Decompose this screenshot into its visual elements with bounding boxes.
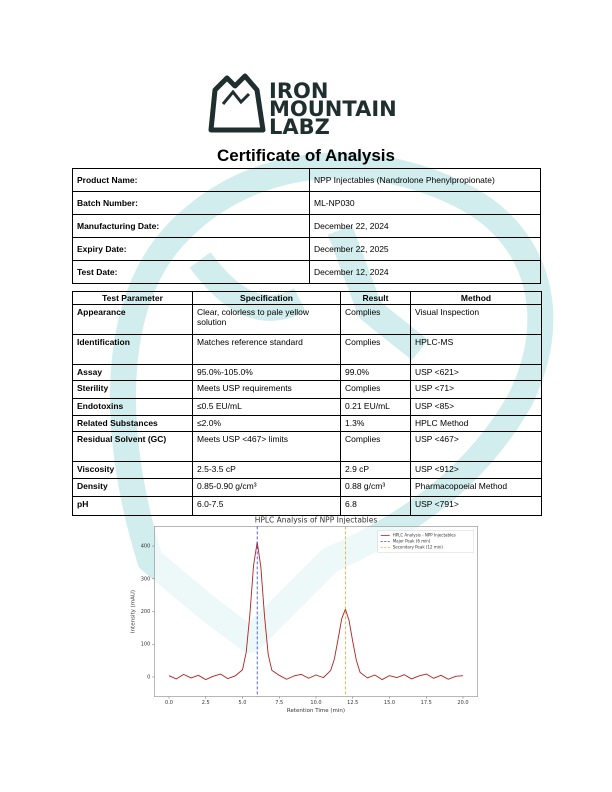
info-row: Expiry Date: December 22, 2025	[72, 237, 541, 261]
x-tick-label: 10.0	[310, 700, 321, 706]
y-tick-label: 0	[147, 674, 150, 680]
info-value: December 12, 2024	[309, 260, 541, 284]
info-row: Product Name: NPP Injectables (Nandrolone…	[72, 168, 541, 192]
test-row: pH 6.0-7.5 6.8 USP <791>	[72, 496, 542, 516]
y-axis-label: Intensity (mAU)	[131, 590, 137, 633]
info-label: Test Date:	[72, 260, 310, 284]
x-tick-label: 17.5	[421, 700, 432, 706]
test-row: Appearance Clear, colorless to pale yello…	[72, 304, 542, 335]
plot-area	[154, 526, 478, 697]
info-value: NPP Injectables (Nandrolone Phenylpropio…	[309, 168, 541, 192]
x-axis-label: Retention Time (min)	[287, 708, 345, 714]
y-tick-label: 300	[141, 576, 151, 582]
x-tick-label: 2.5	[202, 700, 210, 706]
chart-title: HPLC Analysis of NPP Injectables	[255, 515, 378, 524]
logo-icon-detail	[221, 89, 251, 105]
x-tick-label: 20.0	[457, 700, 468, 706]
y-tick-label: 200	[141, 609, 151, 615]
test-row: Related Substances ≤2.0% 1.3% HPLC Method	[72, 415, 542, 432]
test-cell: Residual Solvent (GC)	[72, 431, 193, 462]
info-label: Product Name:	[72, 168, 310, 192]
test-table: Test Parameter Specification Result Method A…	[72, 291, 542, 516]
logo-text: MOUNTAIN	[269, 97, 397, 121]
signal-line	[168, 541, 464, 681]
logo-text: IRON	[269, 79, 328, 103]
info-row: Manufacturing Date: December 22, 2024	[72, 214, 541, 238]
x-tick-label: 12.5	[347, 700, 358, 706]
test-row: Sterility Meets USP requirements Complies U…	[72, 380, 542, 399]
logo: IRON MOUNTAIN LABZ	[208, 73, 397, 138]
test-row: Viscosity 2.5-3.5 cP 2.9 cP USP <912>	[72, 461, 542, 479]
x-tick-label: 5.0	[239, 700, 247, 706]
logo-text: LABZ	[269, 115, 330, 138]
test-cell: Matches reference standard	[192, 334, 341, 365]
test-row: Endotoxins ≤0.5 EU/mL 0.21 EU/mL USP <85>	[72, 398, 542, 416]
legend-box	[377, 530, 474, 553]
y-tick-label: 100	[141, 642, 151, 648]
legend-label: HPLC Analysis - NPP Injectables	[393, 532, 456, 537]
y-tick-label: 400	[141, 544, 151, 550]
x-tick-label: 7.5	[275, 700, 283, 706]
test-cell: Visual Inspection	[410, 304, 542, 335]
info-row: Test Date: December 12, 2024	[72, 260, 541, 284]
test-cell: Identification	[72, 334, 193, 365]
test-cell: USP <791>	[410, 496, 542, 516]
legend-label: Major Peak (6 min)	[393, 538, 431, 543]
legend-label: Secondary Peak (12 min)	[393, 544, 444, 549]
x-tick-label: 0.0	[165, 700, 173, 706]
info-value: ML-NP030	[309, 191, 541, 215]
test-row: Identification Matches reference standard…	[72, 334, 542, 365]
info-table: Product Name: NPP Injectables (Nandrolone…	[72, 168, 541, 284]
info-label: Manufacturing Date:	[72, 214, 310, 238]
logo-icon	[208, 73, 266, 133]
test-cell: Appearance	[72, 304, 193, 335]
document-title: Certificate of Analysis	[217, 146, 395, 165]
x-tick-label: 15.0	[384, 700, 395, 706]
test-cell: Clear, colorless to pale yellow solution	[192, 304, 341, 335]
test-cell: Complies	[340, 304, 411, 335]
info-label: Expiry Date:	[72, 237, 310, 261]
info-value: December 22, 2024	[309, 214, 541, 238]
